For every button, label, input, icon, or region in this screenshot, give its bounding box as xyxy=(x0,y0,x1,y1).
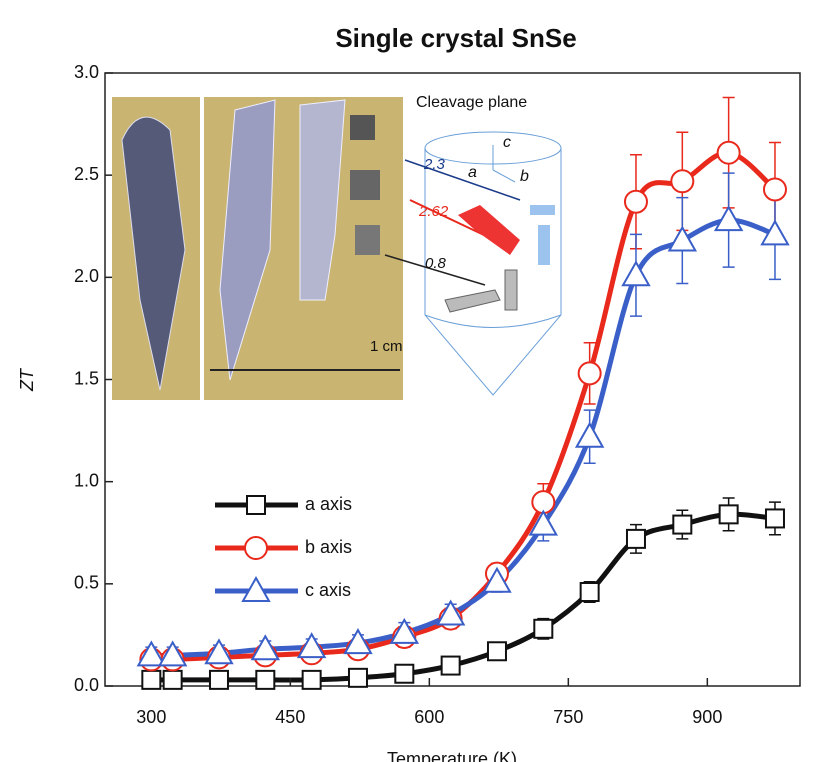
inset: 1 cm Cleavage plane c a b 2.3 2.62 0.8 xyxy=(112,94,561,400)
marker xyxy=(256,671,274,689)
marker xyxy=(210,671,228,689)
x-tick-label: 600 xyxy=(414,707,444,727)
piece xyxy=(355,225,380,255)
marker xyxy=(720,505,738,523)
legend-label: c axis xyxy=(305,580,351,600)
crystal-icon xyxy=(458,205,520,255)
inset-text: a xyxy=(468,164,477,181)
inset-text: Cleavage plane xyxy=(416,94,527,111)
arrow xyxy=(405,160,520,200)
marker xyxy=(625,191,647,213)
piece xyxy=(350,115,375,140)
photo-divider xyxy=(200,97,204,400)
inset-text: b xyxy=(520,168,529,185)
x-tick-label: 450 xyxy=(275,707,305,727)
crystal-icon xyxy=(445,290,500,312)
marker xyxy=(764,178,786,200)
y-tick-label: 3.0 xyxy=(74,62,99,82)
marker xyxy=(623,262,649,285)
axis-arrow xyxy=(493,170,515,182)
x-tick-label: 750 xyxy=(553,707,583,727)
marker xyxy=(671,170,693,192)
inset-text: 2.62 xyxy=(418,203,449,220)
y-tick-label: 0.0 xyxy=(74,675,99,695)
page: Single crystal SnSe ZT Temperature (K) 0… xyxy=(0,0,815,762)
marker xyxy=(718,142,740,164)
marker xyxy=(395,665,413,683)
crystal-icon xyxy=(505,270,517,310)
inset-text: 2.3 xyxy=(423,156,446,173)
y-tick-label: 2.5 xyxy=(74,164,99,184)
y-axis-label: ZT xyxy=(17,367,37,392)
y-tick-label: 1.5 xyxy=(74,368,99,388)
inset-text: c xyxy=(503,134,511,151)
marker xyxy=(579,362,601,384)
y-tick-label: 1.0 xyxy=(74,470,99,490)
marker xyxy=(766,509,784,527)
marker xyxy=(442,657,460,675)
marker xyxy=(488,642,506,660)
legend-marker xyxy=(247,496,265,514)
piece xyxy=(350,170,380,200)
legend-marker xyxy=(245,537,267,559)
marker xyxy=(303,671,321,689)
crystal-icon xyxy=(530,205,555,215)
legend-label: a axis xyxy=(305,494,352,514)
inset-text: 0.8 xyxy=(425,255,447,272)
y-tick-label: 2.0 xyxy=(74,266,99,286)
marker xyxy=(164,671,182,689)
x-tick-label: 900 xyxy=(692,707,722,727)
chart-title: Single crystal SnSe xyxy=(335,23,576,53)
marker xyxy=(534,620,552,638)
inset-text: 1 cm xyxy=(370,338,403,355)
marker xyxy=(627,530,645,548)
marker xyxy=(349,669,367,687)
x-axis-label: Temperature (K) xyxy=(387,749,517,762)
chart: Single crystal SnSe ZT Temperature (K) 0… xyxy=(0,0,815,762)
x-tick-label: 300 xyxy=(136,707,166,727)
crystal-icon xyxy=(538,225,550,265)
legend-label: b axis xyxy=(305,537,352,557)
y-tick-label: 0.5 xyxy=(74,573,99,593)
marker xyxy=(673,516,691,534)
marker xyxy=(142,671,160,689)
marker xyxy=(577,424,603,447)
marker xyxy=(669,228,695,251)
marker xyxy=(581,583,599,601)
